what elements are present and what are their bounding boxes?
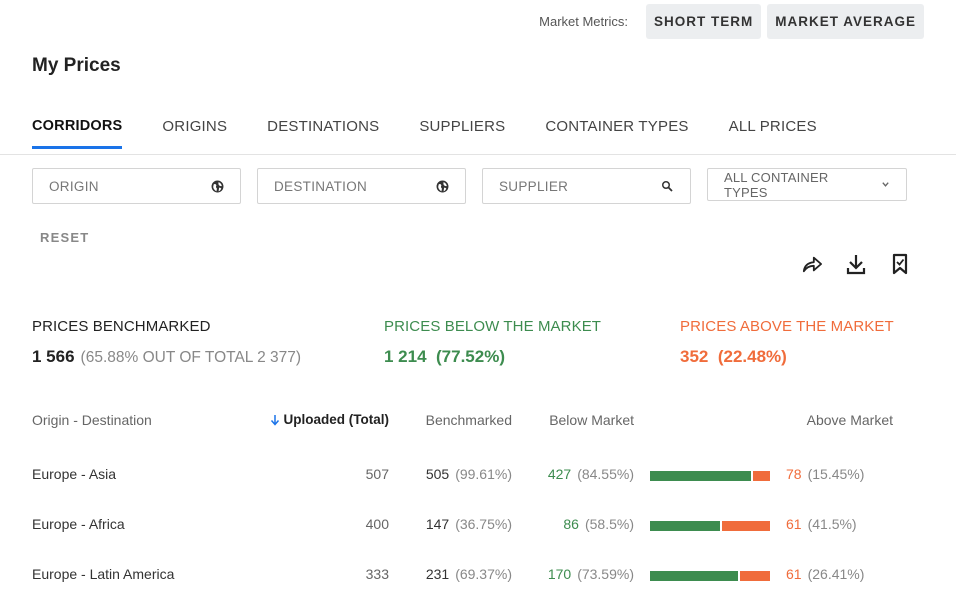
below-market-value: 86 (58.5%) bbox=[563, 516, 634, 532]
tabs-divider bbox=[0, 154, 956, 155]
stat-above-value: 352 bbox=[680, 347, 709, 366]
column-uploaded-label: Uploaded (Total) bbox=[283, 412, 390, 427]
stat-benchmarked-value: 1 566 bbox=[32, 347, 75, 366]
above-market-value: 78 (15.45%) bbox=[786, 466, 864, 482]
stat-benchmarked-detail: (65.88% OUT OF TOTAL 2 377) bbox=[80, 349, 302, 366]
search-icon bbox=[660, 179, 674, 193]
benchmarked-count: 505 bbox=[425, 466, 450, 482]
market-split-bar bbox=[650, 521, 770, 531]
market-metrics: Market Metrics: SHORT TERM MARKET AVERAG… bbox=[539, 4, 924, 39]
table-row[interactable]: Europe - Latin America 333 231 (69.37%) 1… bbox=[32, 566, 894, 586]
arrow-down-icon bbox=[270, 414, 279, 426]
supplier-field[interactable] bbox=[482, 168, 691, 204]
corridor-name: Europe - Africa bbox=[32, 516, 125, 532]
reset-button[interactable]: RESET bbox=[40, 230, 90, 245]
above-count: 61 bbox=[786, 566, 802, 582]
tab-container-types[interactable]: CONTAINER TYPES bbox=[545, 118, 689, 135]
container-types-select[interactable]: ALL CONTAINER TYPES bbox=[707, 168, 907, 201]
container-types-value: ALL CONTAINER TYPES bbox=[724, 169, 829, 200]
stat-benchmarked: PRICES BENCHMARKED 1 566 (65.88% OUT OF T… bbox=[32, 318, 301, 367]
market-split-bar bbox=[650, 471, 770, 481]
tab-destinations[interactable]: DESTINATIONS bbox=[267, 118, 380, 135]
above-percent: (26.41%) bbox=[807, 566, 865, 582]
corridor-name: Europe - Asia bbox=[32, 466, 117, 482]
origin-input[interactable] bbox=[49, 178, 189, 194]
share-icon[interactable] bbox=[800, 252, 824, 276]
benchmarked-percent: (69.37%) bbox=[455, 566, 512, 582]
benchmarked-value: 147 (36.75%) bbox=[426, 516, 512, 532]
below-market-segment bbox=[650, 571, 739, 581]
stat-below-market: PRICES BELOW THE MARKET 1 214 (77.52%) bbox=[384, 318, 601, 367]
tab-all-prices[interactable]: ALL PRICES bbox=[728, 118, 817, 135]
below-percent: (84.55%) bbox=[577, 466, 634, 482]
page-title: My Prices bbox=[32, 55, 121, 76]
stat-above-title: PRICES ABOVE THE MARKET bbox=[680, 318, 894, 335]
uploaded-value: 507 bbox=[365, 466, 389, 482]
stat-below-title: PRICES BELOW THE MARKET bbox=[384, 318, 602, 335]
chevron-down-icon bbox=[881, 177, 890, 192]
column-uploaded[interactable]: Uploaded (Total) bbox=[270, 412, 390, 427]
below-percent: (58.5%) bbox=[584, 516, 634, 532]
origin-field[interactable] bbox=[32, 168, 241, 204]
benchmarked-percent: (36.75%) bbox=[455, 516, 512, 532]
column-below-market[interactable]: Below Market bbox=[549, 412, 634, 428]
uploaded-value: 400 bbox=[365, 516, 389, 532]
stat-above-detail: (22.48%) bbox=[717, 347, 787, 366]
above-market-segment bbox=[740, 571, 770, 581]
above-market-segment bbox=[722, 521, 770, 531]
above-market-value: 61 (41.5%) bbox=[786, 516, 857, 532]
benchmarked-percent: (99.61%) bbox=[455, 466, 512, 482]
globe-icon bbox=[210, 179, 224, 193]
table-row[interactable]: Europe - Asia 507 505 (99.61%) 427 (84.55%… bbox=[32, 466, 894, 486]
tab-origins[interactable]: ORIGINS bbox=[162, 118, 228, 135]
benchmarked-value: 505 (99.61%) bbox=[426, 466, 512, 482]
tab-bar: CORRIDORS ORIGINS DESTINATIONS SUPPLIERS… bbox=[32, 118, 817, 149]
uploaded-value: 333 bbox=[365, 566, 389, 582]
table-header: Origin - Destination Uploaded (Total) Be… bbox=[32, 412, 894, 432]
corridor-name: Europe - Latin America bbox=[32, 566, 175, 582]
tab-suppliers[interactable]: SUPPLIERS bbox=[419, 118, 506, 135]
below-market-value: 170 (73.59%) bbox=[548, 566, 634, 582]
stat-benchmarked-title: PRICES BENCHMARKED bbox=[32, 318, 211, 335]
below-market-segment bbox=[650, 471, 752, 481]
column-benchmarked[interactable]: Benchmarked bbox=[425, 412, 512, 428]
stat-below-value: 1 214 bbox=[384, 347, 427, 366]
above-percent: (15.45%) bbox=[807, 466, 865, 482]
bookmark-icon[interactable] bbox=[888, 252, 912, 276]
below-count: 86 bbox=[563, 516, 579, 532]
below-percent: (73.59%) bbox=[577, 566, 634, 582]
above-count: 78 bbox=[786, 466, 802, 482]
supplier-input[interactable] bbox=[499, 178, 639, 194]
column-origin-destination[interactable]: Origin - Destination bbox=[32, 412, 152, 428]
tab-corridors[interactable]: CORRIDORS bbox=[32, 118, 123, 149]
market-split-bar bbox=[650, 571, 770, 581]
globe-icon bbox=[435, 179, 449, 193]
market-metrics-label: Market Metrics: bbox=[539, 14, 628, 29]
benchmarked-count: 231 bbox=[425, 566, 450, 582]
destination-field[interactable] bbox=[257, 168, 466, 204]
market-average-button[interactable]: MARKET AVERAGE bbox=[767, 4, 924, 39]
destination-input[interactable] bbox=[274, 178, 414, 194]
short-term-button[interactable]: SHORT TERM bbox=[645, 4, 762, 39]
stats-summary: PRICES BENCHMARKED 1 566 (65.88% OUT OF T… bbox=[32, 318, 922, 378]
column-above-market[interactable]: Above Market bbox=[806, 412, 893, 428]
above-percent: (41.5%) bbox=[807, 516, 857, 532]
below-market-segment bbox=[650, 521, 721, 531]
stat-above-market: PRICES ABOVE THE MARKET 352 (22.48%) bbox=[680, 318, 894, 367]
benchmarked-count: 147 bbox=[425, 516, 450, 532]
above-market-segment bbox=[753, 471, 770, 481]
filter-bar: ALL CONTAINER TYPES bbox=[32, 168, 907, 204]
above-market-value: 61 (26.41%) bbox=[786, 566, 864, 582]
action-bar bbox=[800, 252, 912, 276]
download-icon[interactable] bbox=[844, 252, 868, 276]
stat-below-detail: (77.52%) bbox=[436, 347, 505, 366]
above-count: 61 bbox=[786, 516, 802, 532]
below-count: 170 bbox=[547, 566, 572, 582]
below-market-value: 427 (84.55%) bbox=[548, 466, 634, 482]
table-row[interactable]: Europe - Africa 400 147 (36.75%) 86 (58.5%… bbox=[32, 516, 894, 536]
below-count: 427 bbox=[547, 466, 572, 482]
benchmarked-value: 231 (69.37%) bbox=[426, 566, 512, 582]
